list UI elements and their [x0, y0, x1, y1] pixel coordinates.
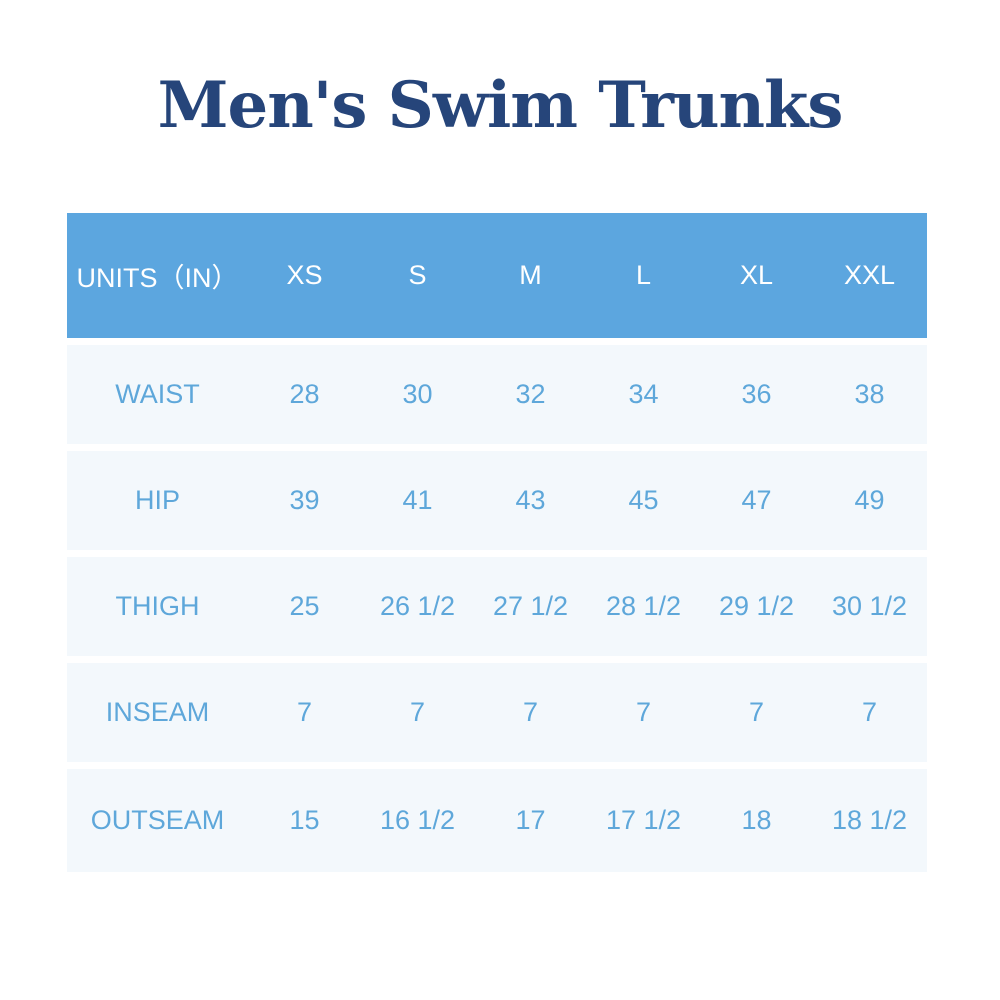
- size-value-cell: 15: [289, 805, 320, 835]
- size-value-cell: 32: [515, 379, 546, 409]
- size-value-cell: 7: [635, 697, 652, 727]
- size-value-cell: 18: [741, 805, 772, 835]
- size-value-cell: 43: [515, 485, 546, 515]
- size-header-cell: S: [408, 260, 427, 290]
- size-value-cell: 45: [628, 485, 659, 515]
- size-value-cell: 18 1/2: [831, 805, 908, 835]
- size-value-cell: 28: [289, 379, 320, 409]
- size-value-cell: 39: [289, 485, 320, 515]
- page-title: Men's Swim Trunks: [157, 68, 844, 143]
- size-value-cell: 16 1/2: [379, 805, 456, 835]
- size-value-cell: 27 1/2: [492, 591, 569, 621]
- table-row: HIP 39 41 43 45 47 49: [67, 451, 927, 550]
- size-value-cell: 17: [515, 805, 546, 835]
- size-value-cell: 41: [402, 485, 433, 515]
- size-value-cell: 7: [861, 697, 878, 727]
- measurement-label: WAIST: [115, 379, 200, 409]
- table-row: INSEAM 7 7 7 7 7 7: [67, 663, 927, 762]
- size-header-cell: XXL: [843, 260, 896, 290]
- size-header-cell: L: [635, 260, 652, 290]
- size-header-cell: XL: [739, 260, 774, 290]
- measurement-label: OUTSEAM: [90, 805, 225, 835]
- size-value-cell: 47: [741, 485, 772, 515]
- size-value-cell: 49: [854, 485, 885, 515]
- size-value-cell: 25: [289, 591, 320, 621]
- size-value-cell: 7: [296, 697, 313, 727]
- measurement-label: HIP: [134, 485, 180, 515]
- size-value-cell: 30: [402, 379, 433, 409]
- size-value-cell: 7: [522, 697, 539, 727]
- size-value-cell: 38: [854, 379, 885, 409]
- size-value-cell: 26 1/2: [379, 591, 456, 621]
- measurement-label: INSEAM: [105, 697, 210, 727]
- measurement-label: THIGH: [115, 591, 200, 621]
- table-row: WAIST 28 30 32 34 36 38: [67, 345, 927, 444]
- size-chart-table: UNITS（IN） XS S M L XL XXL WAIST 28 30 32 34 36 38 HIP 3…: [67, 213, 927, 879]
- units-header-cell: UNITS（IN）: [76, 263, 239, 293]
- size-value-cell: 30 1/2: [831, 591, 908, 621]
- table-row: THIGH 25 26 1/2 27 1/2 28 1/2 29 1/2 30 1/2: [67, 557, 927, 656]
- size-header-cell: M: [519, 260, 542, 290]
- size-value-cell: 17 1/2: [605, 805, 682, 835]
- size-value-cell: 28 1/2: [605, 591, 682, 621]
- size-header-cell: XS: [286, 260, 323, 290]
- size-value-cell: 29 1/2: [718, 591, 795, 621]
- size-value-cell: 36: [741, 379, 772, 409]
- size-value-cell: 7: [409, 697, 426, 727]
- size-value-cell: 34: [628, 379, 659, 409]
- size-value-cell: 7: [748, 697, 765, 727]
- table-row: OUTSEAM 15 16 1/2 17 17 1/2 18 18 1/2: [67, 769, 927, 872]
- table-header-row: UNITS（IN） XS S M L XL XXL: [67, 213, 927, 338]
